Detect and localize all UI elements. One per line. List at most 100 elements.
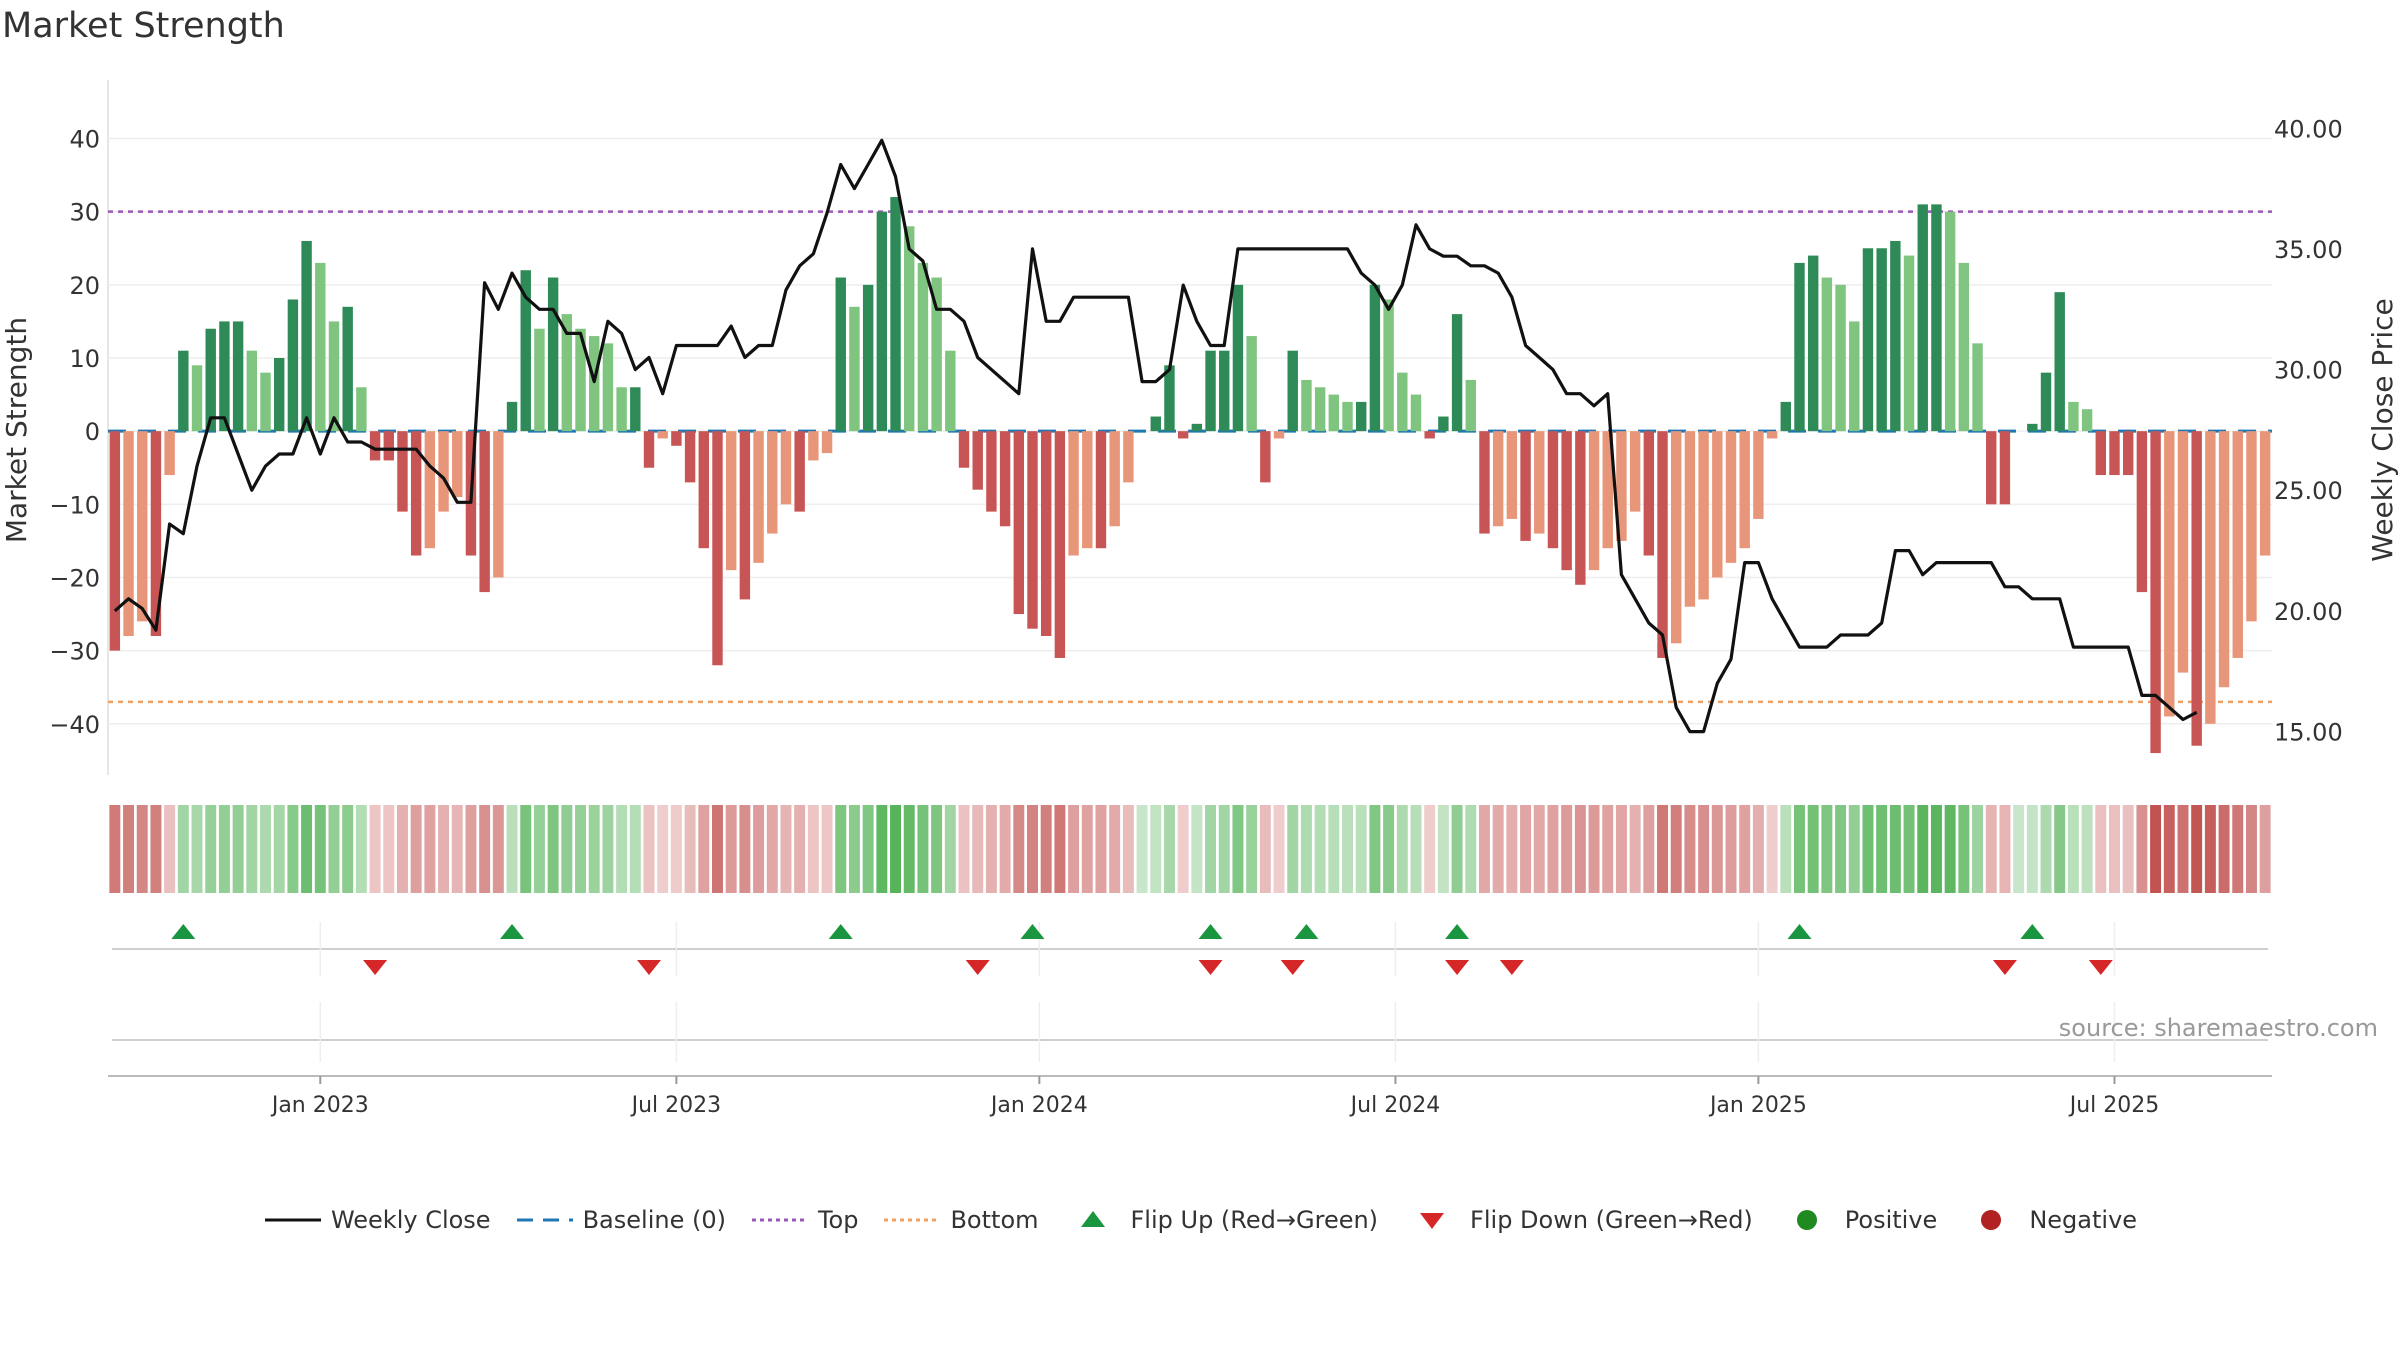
heat-cell xyxy=(1711,805,1723,893)
heat-cell xyxy=(506,805,518,893)
heat-cell xyxy=(246,805,258,893)
heat-cell xyxy=(273,805,285,893)
strength-bar xyxy=(575,328,586,432)
heat-cell xyxy=(1698,805,1710,893)
strength-bar xyxy=(1986,431,1997,505)
strength-bar xyxy=(547,277,559,432)
y2-axis-title: Weekly Close Price xyxy=(2366,298,2399,561)
heat-cell xyxy=(1054,805,1066,893)
strength-bar xyxy=(657,431,668,439)
flip-down-marker xyxy=(1280,960,1305,975)
strength-bar xyxy=(1355,401,1367,432)
strength-bar xyxy=(2232,431,2243,658)
legend-item-baseline[interactable]: Baseline (0) xyxy=(515,1205,726,1235)
heat-cell xyxy=(794,805,806,893)
strength-bar xyxy=(232,321,244,432)
strength-bar xyxy=(2177,431,2189,673)
strength-bar xyxy=(1657,431,1668,658)
y-tick-label: −30 xyxy=(49,638,100,666)
legend-item-weekly-close[interactable]: Weekly Close xyxy=(263,1205,491,1235)
flip-up-marker xyxy=(1294,924,1319,939)
strength-bar xyxy=(1287,350,1298,432)
strength-bar xyxy=(1410,394,1422,432)
strength-bar xyxy=(2027,423,2038,432)
heat-cell xyxy=(136,805,148,893)
strength-bar xyxy=(191,365,203,432)
flip-up-marker xyxy=(500,924,525,939)
heat-cell xyxy=(342,805,354,893)
flip-markers-panel xyxy=(112,922,2268,1062)
heat-cell xyxy=(2095,805,2107,893)
heat-cell xyxy=(821,805,833,893)
heat-cell xyxy=(890,805,902,893)
y-tick-label: −40 xyxy=(49,711,100,739)
strength-bar xyxy=(2259,431,2271,556)
heat-cell xyxy=(2013,805,2025,893)
legend-item-top[interactable]: Top xyxy=(750,1205,858,1235)
strength-bar xyxy=(479,431,490,593)
heat-cell xyxy=(383,805,395,893)
legend-item-positive[interactable]: Positive xyxy=(1777,1205,1937,1235)
heat-cell xyxy=(1862,805,1874,893)
strength-bar xyxy=(1671,431,1682,644)
strength-bar xyxy=(2081,409,2093,432)
heat-cell xyxy=(1602,805,1614,893)
heat-cell xyxy=(2109,805,2120,893)
legend-item-negative[interactable]: Negative xyxy=(1961,1205,2137,1235)
heat-cell xyxy=(1574,805,1586,893)
circle-icon xyxy=(1777,1205,1837,1235)
strength-bar xyxy=(1013,431,1025,615)
legend-item-flip-down[interactable]: Flip Down (Green→Red) xyxy=(1402,1205,1753,1235)
heat-cell xyxy=(766,805,778,893)
strength-bar xyxy=(890,197,901,432)
flip-down-marker xyxy=(1499,960,1524,975)
strength-bars xyxy=(109,197,2271,754)
heat-cell xyxy=(2067,805,2079,893)
heat-cell xyxy=(2204,805,2216,893)
heat-cell xyxy=(1259,805,1271,893)
flip-down-marker xyxy=(363,960,388,975)
heat-cell xyxy=(1766,805,1778,893)
legend-label: Bottom xyxy=(950,1206,1039,1234)
strength-bar xyxy=(1862,248,1874,432)
legend-item-flip-up[interactable]: Flip Up (Red→Green) xyxy=(1063,1205,1378,1235)
heat-cell xyxy=(369,805,381,893)
strength-bar xyxy=(178,350,189,432)
heat-cell xyxy=(1958,805,1970,893)
heat-cell xyxy=(1876,805,1888,893)
heat-cell xyxy=(931,805,943,893)
strength-bar xyxy=(2040,372,2052,432)
heat-cell xyxy=(780,805,792,893)
heat-cell xyxy=(547,805,559,893)
legend-dotted-line-icon xyxy=(750,1205,810,1235)
strength-bar xyxy=(534,328,545,432)
heat-cell xyxy=(424,805,436,893)
strength-bar xyxy=(520,270,531,432)
heat-cell xyxy=(1533,805,1545,893)
heat-cell xyxy=(2163,805,2175,893)
strength-bar xyxy=(1219,350,1230,432)
y-tick-label: 10 xyxy=(69,345,100,373)
y-tick-label: −10 xyxy=(49,491,100,519)
legend-item-bottom[interactable]: Bottom xyxy=(882,1205,1039,1235)
strength-bar xyxy=(1944,211,1956,432)
triangle-down-icon xyxy=(1402,1205,1462,1235)
strength-bar xyxy=(1712,431,1723,578)
legend-label: Weekly Close xyxy=(330,1206,491,1234)
flip-down-marker xyxy=(1198,960,1223,975)
heat-cell xyxy=(2150,805,2162,893)
heat-cell xyxy=(1383,805,1395,893)
strength-bar xyxy=(137,431,148,622)
y-axis-left: 40 30 20 10 0 −10 −20 −30 −40 xyxy=(49,126,100,739)
heat-cell xyxy=(1561,805,1573,893)
y2-tick-label: 25.00 xyxy=(2274,477,2343,505)
strength-bar xyxy=(2109,431,2120,476)
strength-bar xyxy=(246,350,258,432)
flip-up-marker xyxy=(1020,924,1045,939)
strength-bar xyxy=(1438,416,1449,432)
strength-bar xyxy=(1739,431,1750,549)
heat-cell xyxy=(643,805,655,893)
strength-bar xyxy=(410,431,422,556)
heat-cell xyxy=(1040,805,1052,893)
